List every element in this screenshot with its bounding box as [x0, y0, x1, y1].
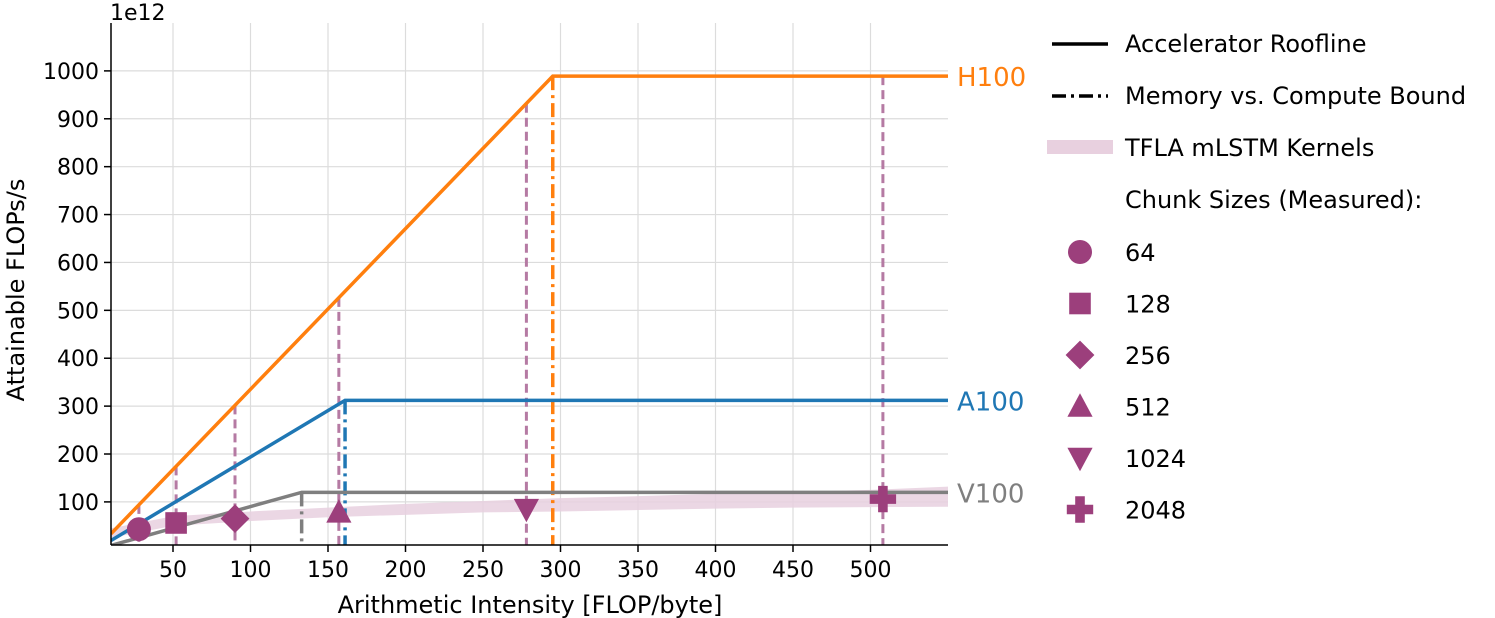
y-tick-label: 500 — [57, 299, 99, 324]
legend-chunk-256: 256 — [1125, 342, 1171, 370]
legend-marker-2048 — [1066, 496, 1094, 523]
legend-marker-1024 — [1067, 447, 1093, 472]
y-tick-label: 100 — [57, 491, 99, 516]
legend-chunk-header: Chunk Sizes (Measured): — [1125, 186, 1422, 214]
legend-chunk-1024: 1024 — [1125, 445, 1186, 473]
legend-marker-256 — [1065, 340, 1095, 370]
x-tick-label: 450 — [772, 558, 814, 583]
axes — [104, 23, 948, 552]
legend-chunk-64: 64 — [1125, 239, 1156, 267]
legend-chunk-128: 128 — [1125, 291, 1171, 319]
x-tick-label: 150 — [307, 558, 349, 583]
x-tick-label: 500 — [850, 558, 892, 583]
measured-markers — [126, 485, 897, 542]
y-tick-label: 200 — [57, 443, 99, 468]
mlstm-band-area — [111, 486, 948, 538]
mlstm-kernel-band — [111, 486, 948, 538]
marker-chunk-64 — [126, 517, 151, 542]
gpu-label-a100: A100 — [957, 387, 1024, 417]
y-tick-label: 600 — [57, 251, 99, 276]
x-tick-label: 400 — [695, 558, 737, 583]
x-axis-label: Arithmetic Intensity [FLOP/byte] — [338, 591, 723, 618]
y-tick-label: 1000 — [43, 60, 99, 85]
y-axis-label: Attainable FLOPs/s — [2, 179, 30, 402]
x-tick-label: 350 — [617, 558, 659, 583]
legend: Accelerator Roofline Memory vs. Compute B… — [1047, 30, 1466, 525]
y-scale-label: 1e12 — [110, 1, 166, 26]
gpu-label-h100: H100 — [957, 63, 1026, 93]
x-tick-label: 200 — [385, 558, 427, 583]
y-tick-label: 300 — [57, 395, 99, 420]
y-tick-label: 700 — [57, 204, 99, 229]
legend-bound-label: Memory vs. Compute Bound — [1125, 82, 1466, 110]
legend-roofline-label: Accelerator Roofline — [1125, 30, 1366, 58]
marker-chunk-2048 — [869, 485, 897, 513]
marker-chunk-128 — [165, 512, 187, 534]
legend-kernel-label: TFLA mLSTM Kernels — [1124, 134, 1374, 162]
gpu-label-v100: V100 — [957, 479, 1024, 509]
x-tick-label: 250 — [462, 558, 504, 583]
legend-chunk-512: 512 — [1125, 394, 1171, 422]
legend-marker-128 — [1069, 292, 1091, 315]
y-tick-label: 400 — [57, 347, 99, 372]
legend-chunk-2048: 2048 — [1125, 497, 1186, 525]
legend-marker-512 — [1067, 393, 1093, 417]
grid — [111, 23, 948, 545]
marker-chunk-256 — [220, 504, 250, 534]
x-tick-label: 300 — [540, 558, 582, 583]
marker-chunk-1024 — [513, 498, 539, 523]
marker-chunk-512 — [326, 499, 352, 523]
x-tick-label: 100 — [230, 558, 272, 583]
labels: 1e12 Arithmetic Intensity [FLOP/byte] At… — [2, 1, 1026, 618]
y-tick-label: 900 — [57, 108, 99, 133]
legend-marker-64 — [1068, 240, 1092, 264]
y-tick-label: 800 — [57, 156, 99, 181]
x-tick-label: 50 — [159, 558, 187, 583]
legend-band-swatch — [1047, 140, 1113, 154]
